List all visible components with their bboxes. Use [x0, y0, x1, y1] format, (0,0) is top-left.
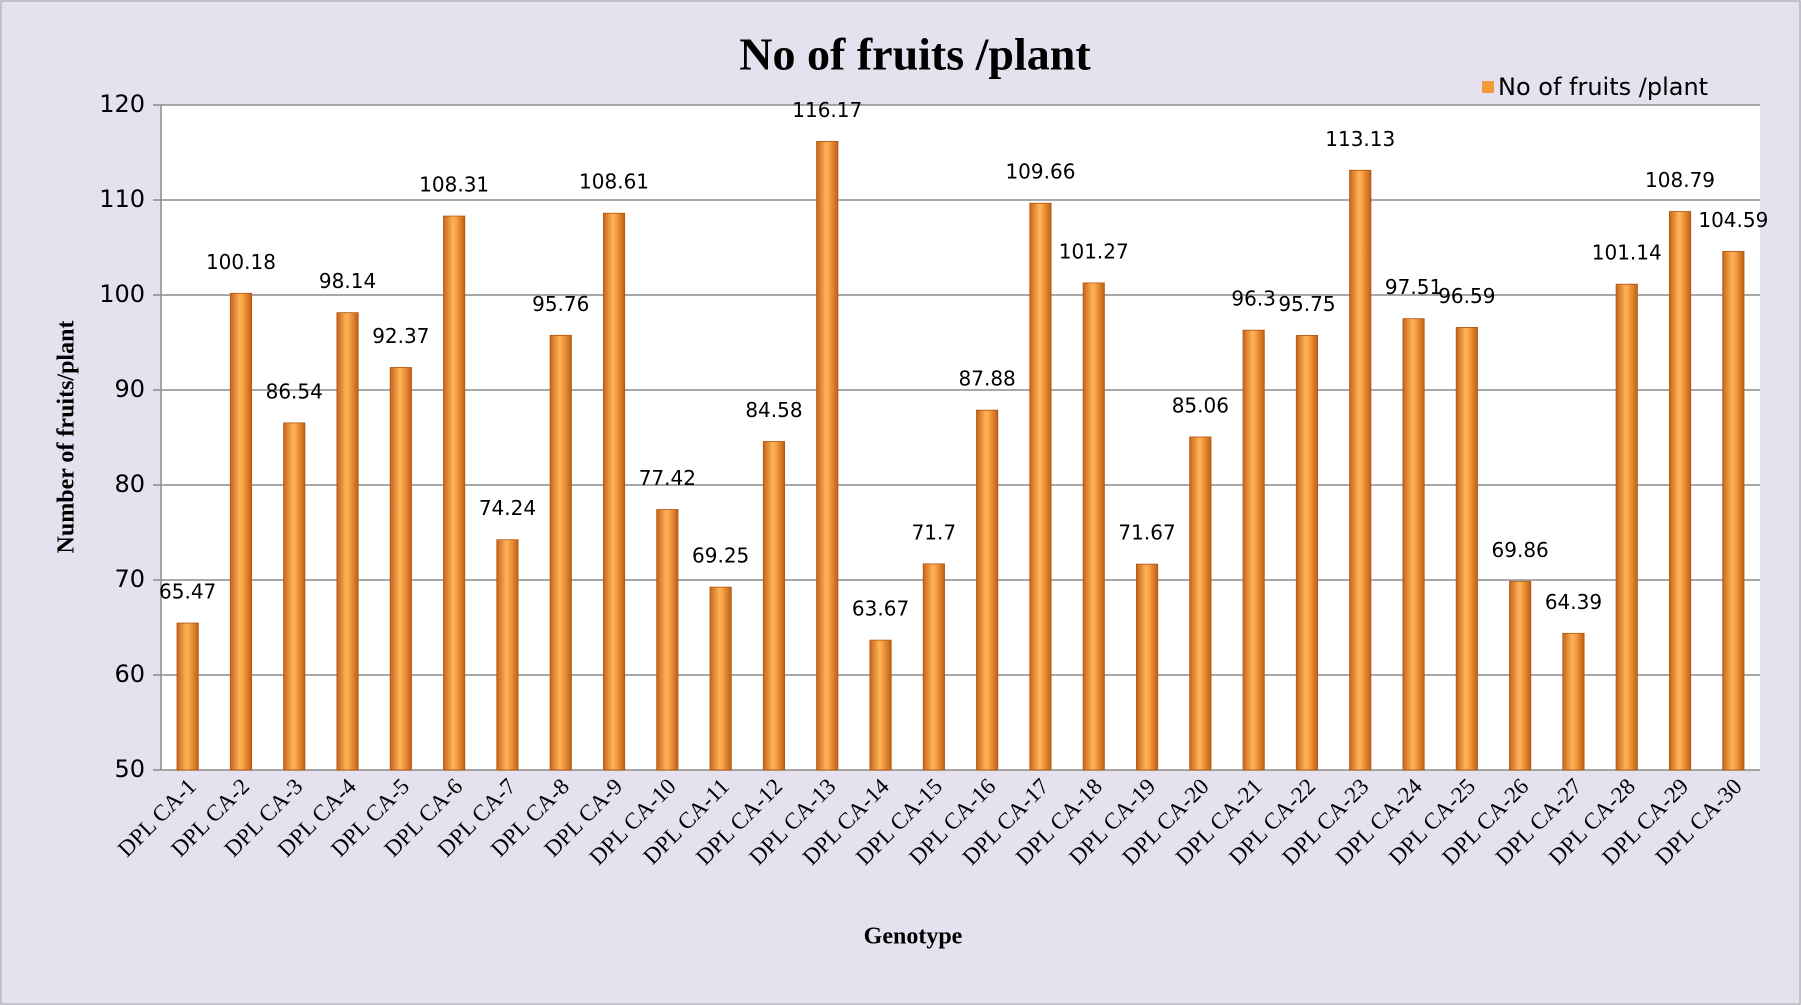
data-label: 104.59 — [1698, 208, 1768, 232]
bar — [709, 586, 732, 771]
bar — [336, 312, 359, 771]
bar — [176, 622, 199, 771]
y-tick-label: 60 — [114, 660, 145, 688]
data-label: 108.31 — [419, 173, 489, 197]
bar — [389, 367, 412, 771]
bar — [816, 140, 839, 771]
bar — [496, 539, 519, 771]
data-label: 71.67 — [1118, 521, 1175, 545]
data-label: 74.24 — [479, 496, 536, 520]
data-label: 108.79 — [1645, 168, 1715, 192]
y-tick-label: 70 — [114, 565, 145, 593]
data-label: 86.54 — [266, 379, 323, 403]
bar — [1082, 282, 1105, 771]
y-tick-label: 80 — [114, 470, 145, 498]
bar — [656, 509, 679, 771]
bar — [922, 563, 945, 771]
data-label: 69.25 — [692, 544, 749, 568]
y-tick-label: 50 — [114, 755, 145, 783]
bar — [1722, 250, 1745, 771]
y-tick-label: 110 — [99, 185, 145, 213]
y-tick-label: 120 — [99, 90, 145, 118]
data-label: 101.14 — [1592, 241, 1662, 265]
data-label: 63.67 — [852, 597, 909, 621]
data-label: 71.7 — [912, 520, 957, 544]
data-label: 101.27 — [1059, 239, 1129, 263]
legend-label: No of fruits /plant — [1498, 73, 1708, 101]
y-axis-title: Number of fruits/plant — [54, 321, 80, 554]
data-label: 95.76 — [532, 292, 589, 316]
data-label: 108.61 — [579, 170, 649, 194]
data-label: 64.39 — [1545, 590, 1602, 614]
data-label: 100.18 — [206, 250, 276, 274]
plot-area — [161, 105, 1760, 770]
bar — [869, 639, 892, 771]
bar — [1455, 326, 1478, 771]
data-label: 69.86 — [1492, 538, 1549, 562]
data-label: 92.37 — [372, 324, 429, 348]
bar — [602, 212, 626, 771]
bar — [1615, 283, 1638, 771]
bar — [762, 441, 786, 771]
data-label: 97.51 — [1385, 275, 1442, 299]
data-label: 109.66 — [1005, 160, 1075, 184]
bar — [1349, 169, 1372, 771]
data-label: 65.47 — [159, 580, 216, 604]
bar — [443, 215, 466, 771]
bar — [976, 409, 999, 771]
bar — [1029, 202, 1052, 771]
y-tick-label: 90 — [114, 375, 145, 403]
data-label: 77.42 — [639, 466, 696, 490]
data-label: 98.14 — [319, 269, 376, 293]
y-tick-label: 100 — [99, 280, 145, 308]
data-label: 85.06 — [1172, 393, 1229, 417]
bar — [1135, 563, 1159, 771]
bar — [1668, 211, 1692, 771]
data-label: 96.3 — [1231, 287, 1276, 311]
data-label: 113.13 — [1325, 127, 1395, 151]
bar — [283, 422, 306, 771]
bar — [1295, 334, 1319, 771]
data-label: 87.88 — [959, 367, 1016, 391]
data-label: 96.59 — [1438, 284, 1495, 308]
bar — [1242, 329, 1265, 771]
bar — [1509, 580, 1532, 771]
data-label: 116.17 — [792, 98, 862, 122]
bar — [1189, 436, 1212, 771]
data-label: 95.75 — [1278, 292, 1335, 316]
bar — [549, 334, 572, 771]
legend-swatch — [1482, 81, 1494, 93]
data-label: 84.58 — [745, 398, 802, 422]
x-axis-title: Genotype — [864, 924, 963, 950]
bar — [1402, 318, 1425, 771]
bar — [229, 292, 253, 771]
chart-title: No of fruits /plant — [739, 29, 1091, 80]
bar — [1562, 632, 1585, 771]
